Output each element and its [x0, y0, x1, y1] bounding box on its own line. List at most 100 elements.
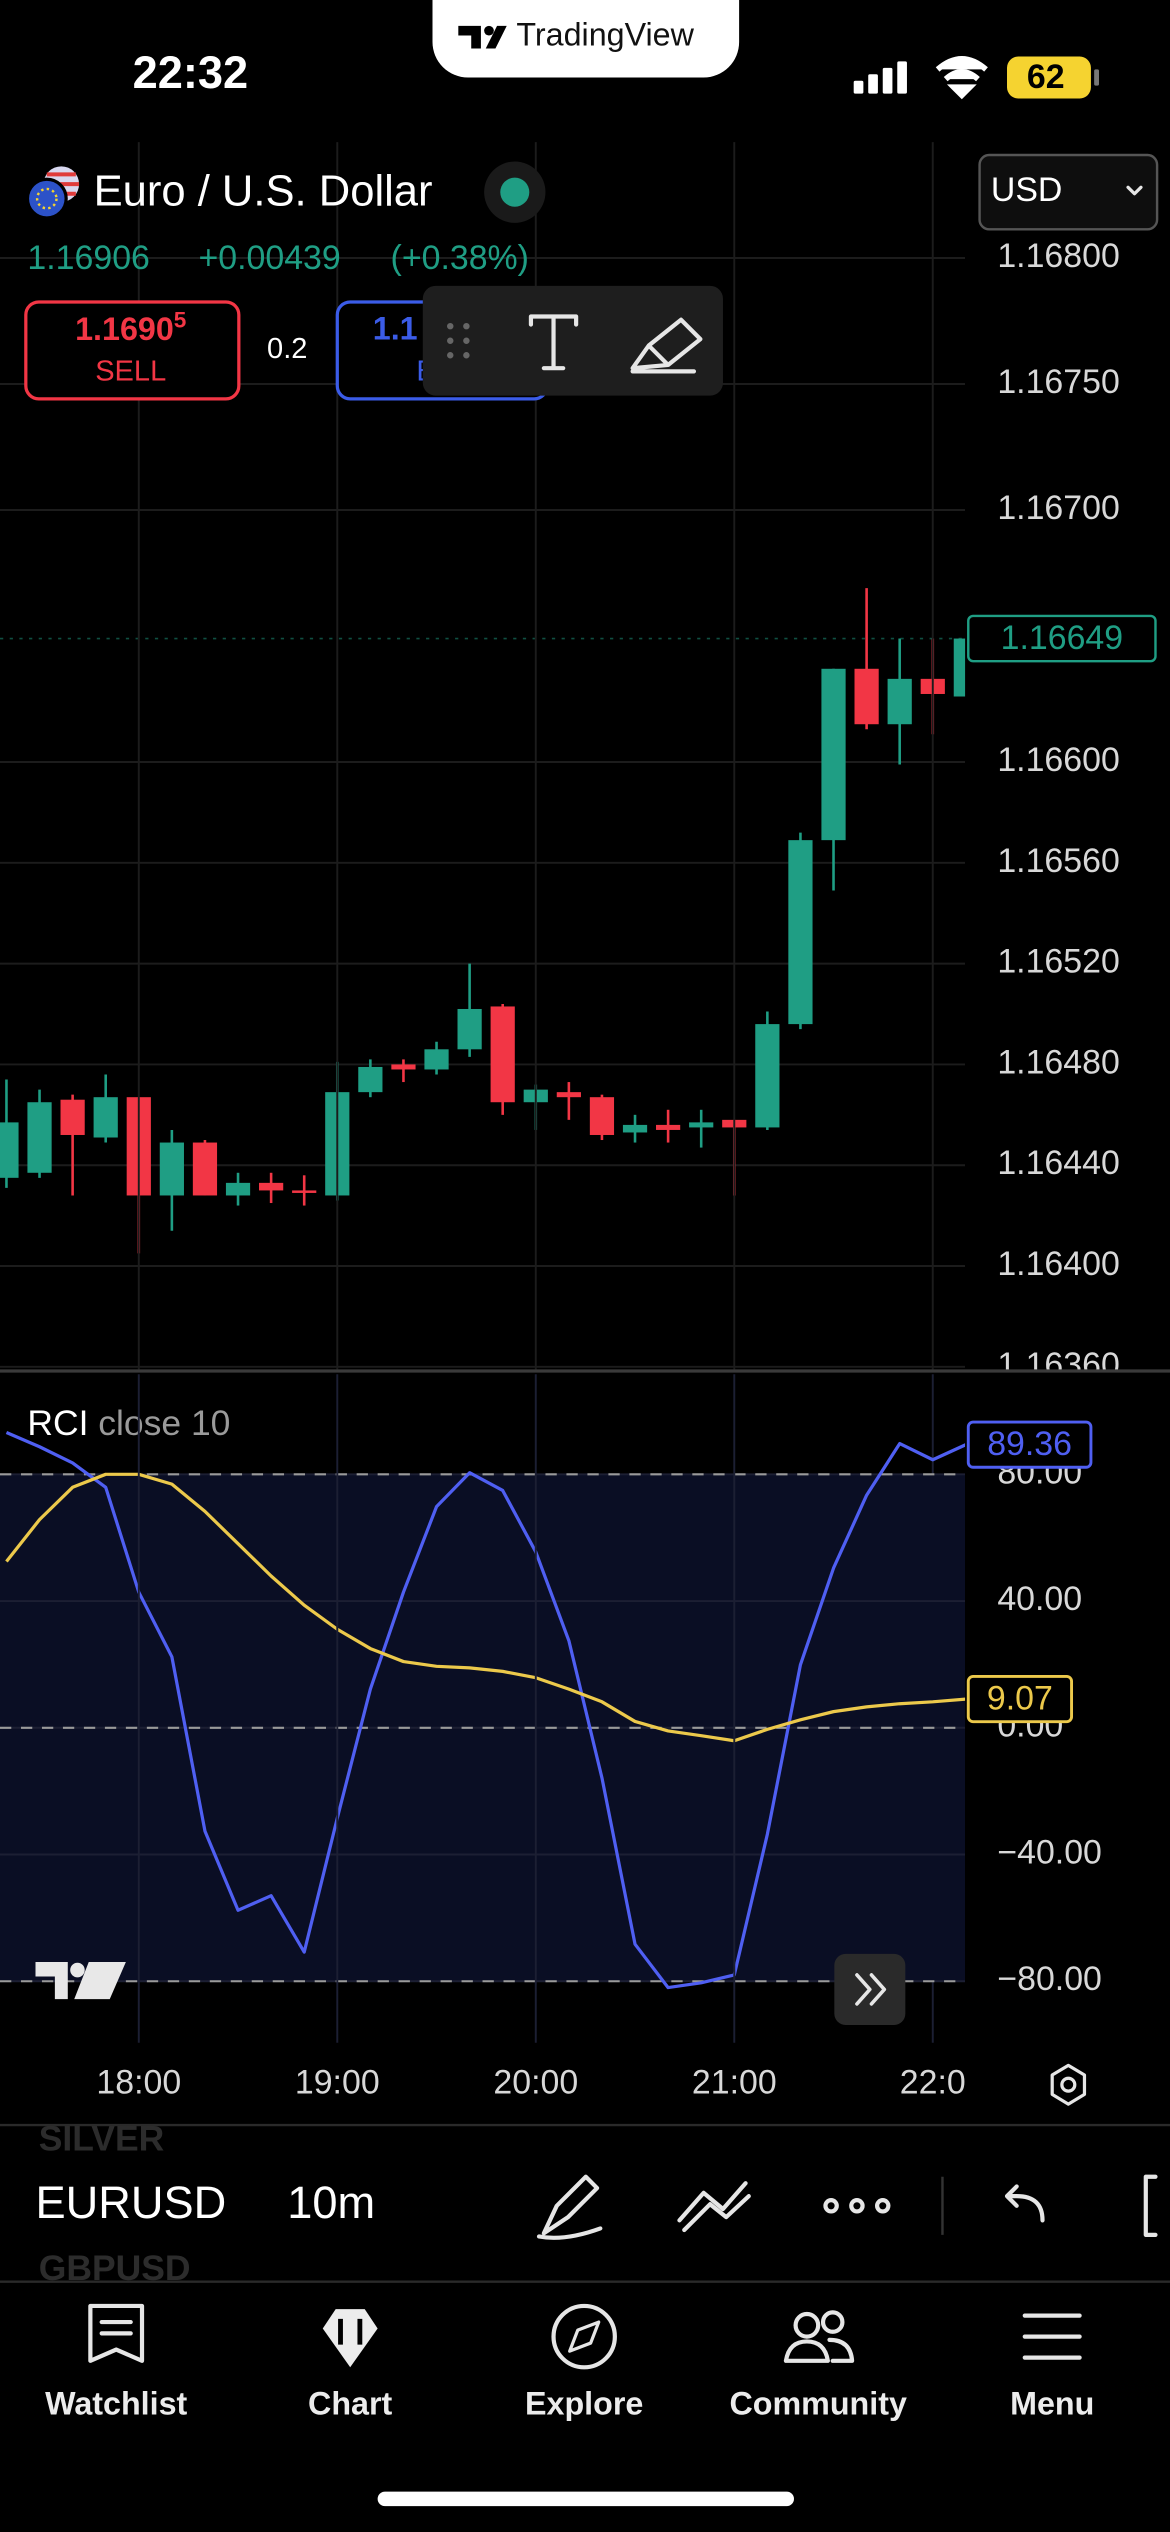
brand-name: TradingView	[516, 17, 694, 53]
price-change-pct: (+0.38%)	[391, 239, 529, 277]
x-tick-label: 18:00	[96, 2064, 181, 2102]
buy-price: 1.1	[373, 311, 418, 347]
y-tick-label: −80.00	[997, 1960, 1102, 1998]
candle-body	[60, 1099, 85, 1135]
value-tag	[966, 1420, 1093, 1469]
last-price-label: 1.16649	[1001, 619, 1123, 657]
last-price: 1.16906	[27, 239, 149, 277]
indicator-params: close 10	[98, 1403, 230, 1443]
value-tag-label: 89.36	[987, 1425, 1072, 1463]
candle-body	[622, 1124, 648, 1133]
y-tick-label: 40.00	[997, 1580, 1082, 1618]
candle-body	[556, 1092, 581, 1098]
text-tool[interactable]	[528, 314, 579, 371]
battery-tip	[1094, 69, 1099, 86]
settings-icon[interactable]	[1050, 2063, 1087, 2106]
interval[interactable]: 10m	[287, 2177, 375, 2228]
x-tick-label: 22:0	[900, 2064, 966, 2102]
tab-label[interactable]: Watchlist	[45, 2386, 187, 2422]
brand-logo	[458, 25, 507, 49]
sell-button[interactable]	[24, 300, 241, 401]
currency-select[interactable]	[978, 153, 1159, 231]
y-tick-label: −40.00	[997, 1833, 1102, 1871]
menu-icon[interactable]	[1022, 2313, 1082, 2360]
y-tick-label: 1.16750	[997, 363, 1119, 401]
brand-logo-dot	[484, 25, 494, 36]
candle-body	[953, 638, 966, 697]
chart-icon[interactable]	[322, 2309, 378, 2368]
candle-body	[93, 1097, 118, 1138]
x-tick-label: 19:00	[295, 2064, 380, 2102]
value-tag-label: 9.07	[987, 1680, 1053, 1718]
flag-eu-stars	[35, 187, 58, 210]
x-tick-label: 21:00	[692, 2064, 777, 2102]
tab-label[interactable]: Community	[729, 2386, 906, 2422]
last-price-tag	[967, 614, 1157, 663]
spread: 0.2	[267, 333, 307, 365]
explore-needle	[568, 2320, 601, 2353]
price-line: 1.16906 +0.00439 (+0.38%)	[27, 239, 529, 277]
y-tick-label: 1.16360	[997, 1346, 1119, 1384]
symbol-name[interactable]: Euro / U.S. Dollar	[94, 167, 433, 215]
indicator-title: RCI close 10	[27, 1403, 230, 1443]
y-tick-label: 1.16440	[997, 1144, 1119, 1182]
price-axis: 1.16360 1.16400 1.16440 1.16480 1.16520 1.165…	[997, 237, 1119, 1384]
symbol-prev[interactable]: SILVER	[39, 2119, 165, 2159]
rci-line	[5, 1472, 966, 1743]
market-status[interactable]	[500, 177, 530, 207]
redo-partial[interactable]	[1143, 2174, 1158, 2237]
candle-body	[490, 1006, 515, 1103]
candle-body	[27, 1102, 52, 1173]
tab-label[interactable]: Chart	[308, 2386, 392, 2422]
signal-icon	[853, 61, 907, 94]
y-tick-label: 1.16400	[997, 1245, 1119, 1283]
x-tick-label: 20:00	[493, 2064, 578, 2102]
candle-body	[0, 1122, 19, 1178]
candle-body	[391, 1064, 416, 1070]
value-tag	[966, 1674, 1074, 1724]
brand-pill[interactable]	[432, 0, 740, 78]
highlighter-tool[interactable]	[630, 317, 703, 374]
sell-price-main: 1.1690	[75, 311, 174, 347]
watchlist-icon[interactable]	[88, 2303, 145, 2363]
battery-level: 62	[1027, 58, 1065, 96]
candle-body	[689, 1122, 714, 1128]
y-tick-label: 1.16600	[997, 741, 1119, 779]
indicator-name: RCI	[27, 1403, 88, 1443]
y-tick-label: 1.16560	[997, 842, 1119, 880]
candle-body	[457, 1008, 482, 1050]
y-tick-label: 1.16480	[997, 1043, 1119, 1081]
y-tick-label: 1.16700	[997, 489, 1119, 527]
candle-body	[656, 1124, 681, 1130]
price-change: +0.00439	[198, 239, 340, 277]
trend-tool[interactable]	[677, 2181, 751, 2233]
undo[interactable]	[1004, 2184, 1045, 2223]
settings-icon-core	[1060, 2076, 1077, 2093]
sell-label: SELL	[95, 356, 166, 388]
explore-icon[interactable]	[551, 2303, 617, 2370]
clock: 22:32	[133, 47, 249, 98]
candle-body	[159, 1142, 184, 1196]
candle-body	[292, 1190, 317, 1193]
tab-label[interactable]: Explore	[525, 2386, 643, 2422]
candle-body	[259, 1182, 284, 1191]
more-tools[interactable]	[823, 2198, 891, 2214]
chevron	[1126, 185, 1143, 196]
draw-tool[interactable]	[536, 2174, 603, 2240]
y-tick-label: 1.16800	[997, 237, 1119, 275]
chart-layer: 1.16360 1.16400 1.16440 1.16480 1.16520 1.165…	[0, 142, 1157, 2102]
y-tick-label: 1.16520	[997, 943, 1119, 981]
candle-body	[424, 1049, 449, 1070]
currency: USD	[991, 171, 1063, 209]
rci-pane	[0, 1431, 966, 1990]
tab-label[interactable]: Menu	[1010, 2386, 1094, 2422]
symbol-current[interactable]: EURUSD	[36, 2177, 227, 2228]
candle-body	[821, 668, 846, 841]
community-icon[interactable]	[783, 2310, 855, 2363]
drag-handle[interactable]	[447, 322, 470, 359]
tv-watermark-dot	[70, 1962, 85, 1978]
tv-watermark	[35, 1961, 126, 2000]
battery	[1007, 56, 1091, 99]
